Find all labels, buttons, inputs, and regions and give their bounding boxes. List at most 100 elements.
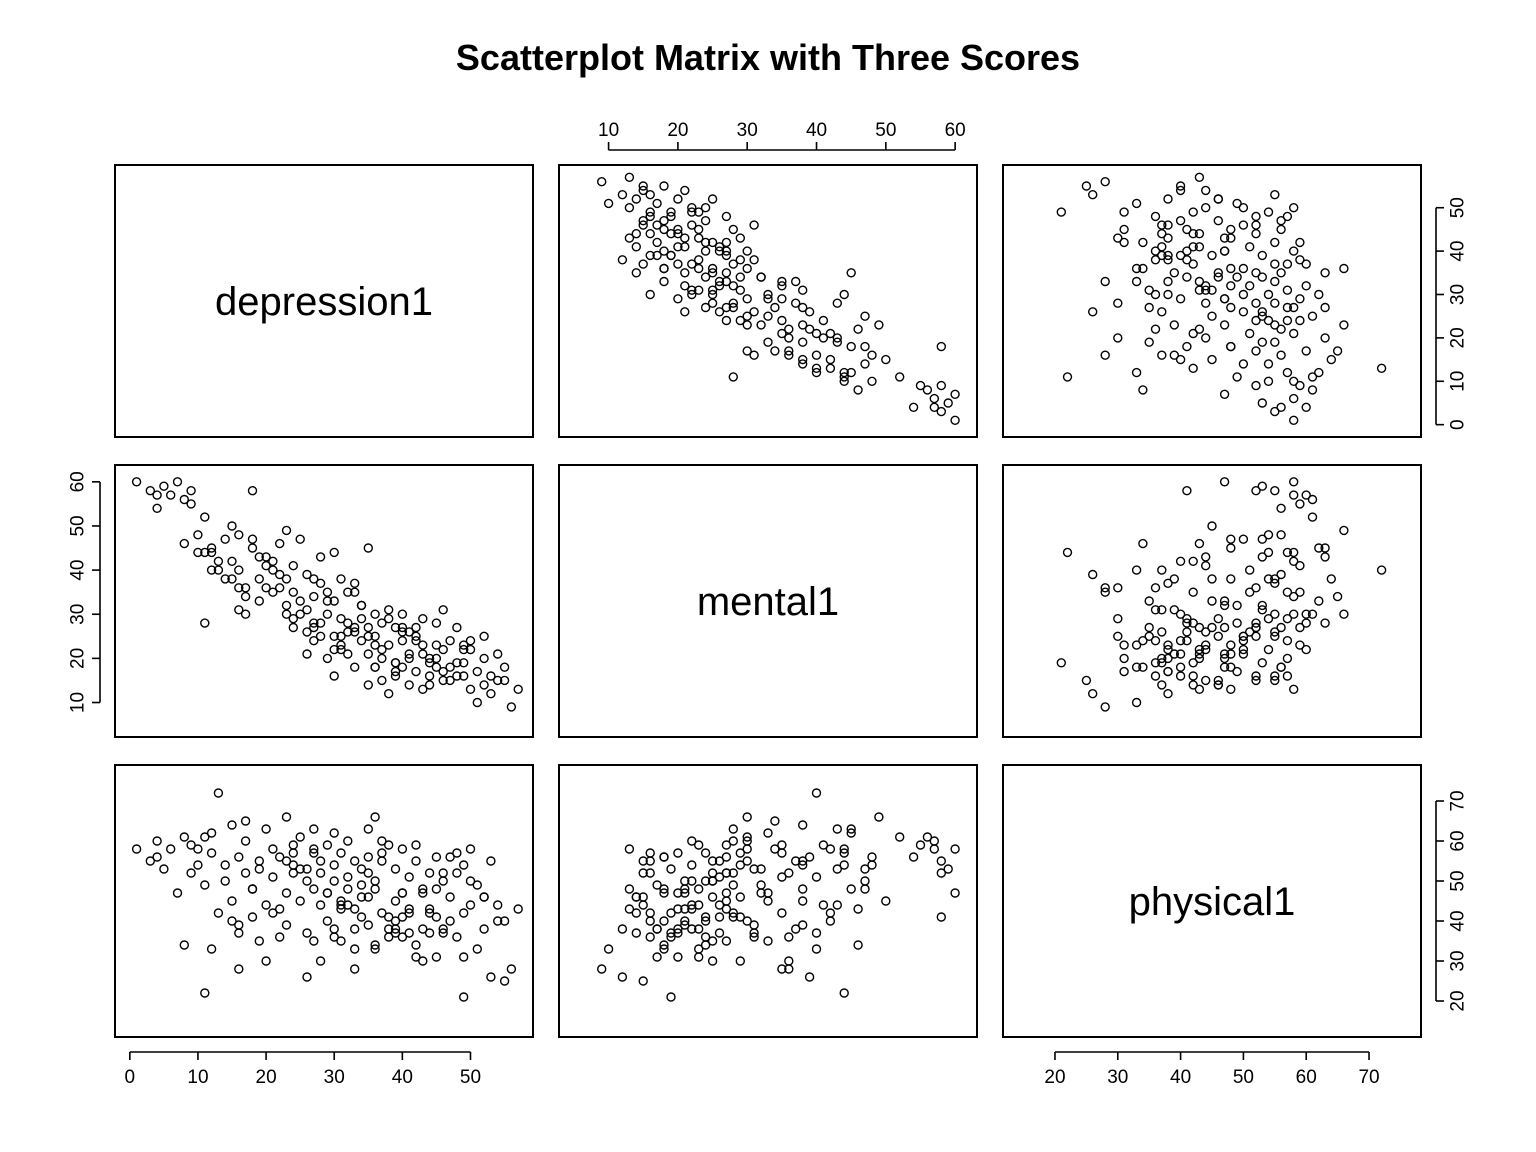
data-point — [943, 398, 953, 408]
data-point — [390, 896, 401, 906]
data-point — [895, 832, 905, 842]
data-point — [336, 614, 346, 624]
data-point — [227, 556, 237, 566]
variable-label-mental1: mental1 — [697, 580, 839, 624]
data-point — [1332, 591, 1343, 602]
data-point — [234, 964, 244, 974]
data-point — [418, 884, 428, 894]
data-point — [1163, 250, 1173, 261]
data-point — [200, 832, 210, 842]
data-point — [1263, 530, 1274, 540]
data-point — [1307, 311, 1318, 321]
panel-frame — [558, 164, 978, 438]
data-point — [659, 884, 669, 894]
data-point — [1232, 272, 1242, 282]
data-point — [1175, 181, 1186, 191]
data-point — [465, 644, 476, 655]
data-point — [700, 912, 711, 922]
data-point — [721, 315, 732, 326]
data-point — [908, 402, 919, 412]
data-point — [617, 189, 628, 200]
data-point — [1232, 372, 1242, 382]
data-point — [1188, 618, 1198, 628]
data-point — [459, 644, 469, 655]
panel-frame — [558, 764, 978, 1038]
data-point — [860, 876, 870, 886]
data-point — [329, 644, 339, 655]
data-point — [1113, 631, 1123, 641]
panel-depression1-vs-physical1 — [1002, 164, 1422, 438]
data-point — [1100, 350, 1110, 360]
data-point — [742, 916, 752, 926]
data-point — [922, 832, 933, 842]
data-point — [1138, 263, 1148, 274]
data-point — [1282, 259, 1293, 269]
tick-label: 30 — [1107, 1067, 1128, 1088]
data-point — [1131, 565, 1142, 575]
data-point — [1157, 228, 1167, 239]
data-point — [1314, 596, 1324, 606]
data-point — [350, 924, 360, 934]
data-point — [687, 202, 697, 213]
data-point — [1213, 268, 1224, 278]
data-point — [687, 904, 697, 914]
data-point — [336, 900, 346, 910]
data-point — [1226, 649, 1236, 659]
data-point — [728, 880, 738, 890]
data-point — [832, 864, 842, 874]
data-point — [1270, 337, 1280, 347]
data-point — [853, 385, 863, 395]
data-point — [186, 868, 196, 878]
data-point — [666, 228, 676, 239]
data-point — [1175, 185, 1186, 196]
data-point — [915, 840, 926, 850]
data-point — [1182, 636, 1192, 646]
data-point — [825, 363, 836, 373]
data-point — [493, 900, 503, 910]
data-point — [445, 662, 455, 672]
data-point — [1257, 250, 1268, 261]
data-point — [254, 864, 264, 874]
data-point — [936, 912, 946, 922]
data-point — [1251, 228, 1261, 239]
tick-label: 20 — [68, 648, 89, 669]
data-point — [1169, 574, 1180, 584]
data-point — [1194, 649, 1205, 659]
data-point — [1087, 689, 1098, 699]
data-point — [645, 250, 655, 261]
data-point — [1238, 534, 1249, 544]
data-point — [390, 622, 401, 633]
data-point — [288, 587, 298, 597]
data-point — [1326, 354, 1337, 365]
data-point — [350, 944, 360, 954]
data-point — [1213, 614, 1224, 624]
data-point — [832, 824, 842, 834]
data-point — [1263, 207, 1274, 217]
data-point — [687, 924, 697, 934]
data-point — [1144, 596, 1154, 606]
data-point — [315, 618, 326, 628]
data-point — [735, 272, 745, 282]
data-point — [798, 820, 808, 830]
data-point — [1119, 224, 1129, 235]
data-point — [240, 591, 251, 602]
data-point — [936, 868, 946, 878]
data-point — [247, 543, 258, 553]
data-point — [329, 876, 339, 886]
data-point — [1163, 689, 1173, 699]
data-point — [1314, 367, 1324, 378]
data-point — [1169, 268, 1180, 278]
data-point — [295, 596, 305, 606]
data-point — [377, 618, 387, 628]
tick-label: 70 — [1358, 1067, 1379, 1088]
data-point — [1157, 242, 1167, 252]
data-point — [1226, 263, 1236, 274]
data-point — [1219, 662, 1230, 672]
data-point — [784, 333, 794, 343]
data-point — [1295, 561, 1305, 571]
data-point — [728, 224, 738, 235]
data-point — [363, 920, 373, 930]
data-point — [1257, 481, 1268, 491]
data-point — [617, 972, 628, 982]
data-point — [784, 350, 794, 360]
